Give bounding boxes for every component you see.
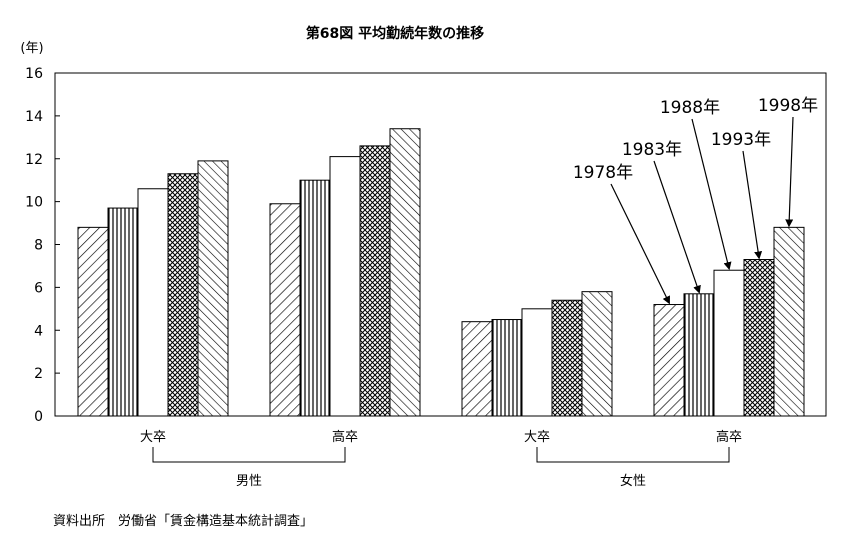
group-brackets: 男性 女性 [152,447,730,489]
bar-1978年-2 [461,321,493,417]
annotation-arrow [653,160,701,294]
chart-title: 第68図 平均勤続年数の推移 [306,25,484,42]
series-label: 1978年 [573,163,633,183]
annotation-arrow [610,183,670,305]
bar-1978年-3 [653,304,685,417]
category-label: 高卒 [332,429,358,445]
series-label: 1998年 [758,96,818,116]
group-bracket [152,447,346,463]
bar-1988年-0 [137,188,169,417]
series-label: 1983年 [622,140,682,160]
bar-1988年-1 [329,156,361,417]
group-label: 男性 [236,474,262,489]
bar-layer [77,128,805,417]
bar-1988年-3 [713,269,745,417]
y-tick-label: 14 [25,109,43,125]
annotation-arrow [691,118,732,271]
x-axis-labels: 大卒 高卒 大卒 高卒 [140,429,742,445]
y-tick-label: 8 [34,238,43,254]
group-label: 女性 [620,473,646,489]
y-tick-label: 4 [34,323,43,339]
series-label: 1993年 [711,130,771,150]
y-tick-label: 10 [25,195,43,211]
bar-1998年-3 [773,226,805,417]
bar-1993年-3 [743,259,775,417]
annotation-arrow [742,150,763,260]
bar-1978年-1 [269,203,301,417]
bar-1983年-3 [683,293,715,417]
bar-1998年-2 [581,291,613,417]
category-label: 大卒 [524,430,550,445]
bar-1993年-1 [359,145,391,417]
bar-1988年-2 [521,308,553,417]
annotation-arrow [785,116,794,228]
series-label: 1988年 [660,98,720,118]
group-bracket [536,447,730,463]
bar-1983年-1 [299,179,331,417]
category-label: 高卒 [716,429,742,445]
bar-1978年-0 [77,226,109,417]
y-axis-ticks: 0 2 4 6 8 10 12 14 16 [25,66,60,425]
bar-1993年-0 [167,173,199,417]
y-tick-label: 6 [34,280,43,296]
y-tick-label: 16 [25,66,43,82]
bar-1998年-1 [389,128,421,417]
bar-1983年-2 [491,319,523,417]
bar-1993年-2 [551,299,583,417]
category-label: 大卒 [140,430,166,445]
bar-1983年-0 [107,207,139,417]
y-axis-unit-label: (年) [20,41,43,56]
y-tick-label: 2 [34,366,43,382]
y-tick-label: 12 [25,152,43,168]
source-note: 資料出所 労働省「賃金構造基本統計調査」 [53,513,313,529]
bar-1998年-0 [197,160,229,417]
y-tick-label: 0 [34,409,43,425]
series-annotations: 1978年 1983年 1988年 1993年 1998年 [573,96,818,305]
